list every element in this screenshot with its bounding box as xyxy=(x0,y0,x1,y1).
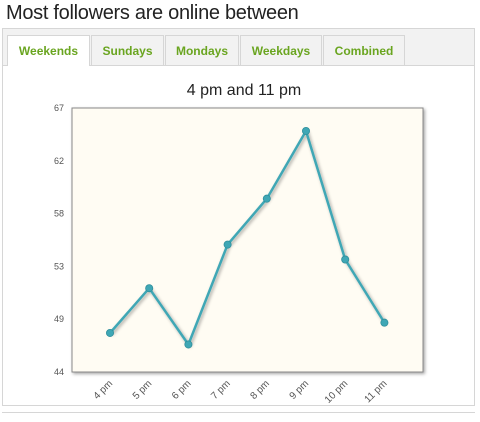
x-tick-label: 8 pm xyxy=(248,378,272,402)
tab-combined[interactable]: Combined xyxy=(323,35,405,65)
data-point xyxy=(301,126,310,135)
x-tick-label: 11 pm xyxy=(363,378,390,405)
x-axis: 4 pm 5 pm 6 pm 7 pm 8 pm 9 pm 10 pm 11 pm xyxy=(92,378,390,405)
y-tick-label: 53 xyxy=(54,261,64,271)
y-tick-label: 67 xyxy=(54,103,64,113)
page-heading: Most followers are online between xyxy=(6,2,299,24)
data-point xyxy=(223,240,232,249)
divider xyxy=(2,412,475,413)
y-tick-label: 44 xyxy=(54,367,64,377)
tab-weekends[interactable]: Weekends xyxy=(7,35,90,66)
data-point xyxy=(341,255,350,264)
x-tick-label: 5 pm xyxy=(131,378,155,402)
tab-sundays[interactable]: Sundays xyxy=(91,35,164,65)
tab-mondays[interactable]: Mondays xyxy=(165,35,239,65)
data-point xyxy=(145,284,154,293)
plot-area xyxy=(71,107,424,373)
x-tick-label: 7 pm xyxy=(209,378,233,402)
data-point xyxy=(262,194,271,203)
y-tick-label: 49 xyxy=(54,314,64,324)
x-tick-label: 4 pm xyxy=(92,378,116,402)
tab-bar: Weekends Sundays Mondays Weekdays Combin… xyxy=(3,29,474,66)
data-point xyxy=(380,318,389,327)
data-point xyxy=(184,340,193,349)
series-points xyxy=(106,126,389,349)
y-tick-label: 58 xyxy=(54,209,64,219)
series-line xyxy=(109,129,386,346)
tab-weekdays[interactable]: Weekdays xyxy=(240,35,322,65)
x-tick-label: 6 pm xyxy=(170,378,194,402)
data-point xyxy=(106,328,115,337)
y-tick-label: 62 xyxy=(54,156,64,166)
x-tick-label: 10 pm xyxy=(323,378,350,405)
x-tick-label: 9 pm xyxy=(288,378,312,402)
chart-title: 4 pm and 11 pm xyxy=(187,82,301,99)
y-axis: 44 49 53 58 62 67 xyxy=(54,103,64,377)
